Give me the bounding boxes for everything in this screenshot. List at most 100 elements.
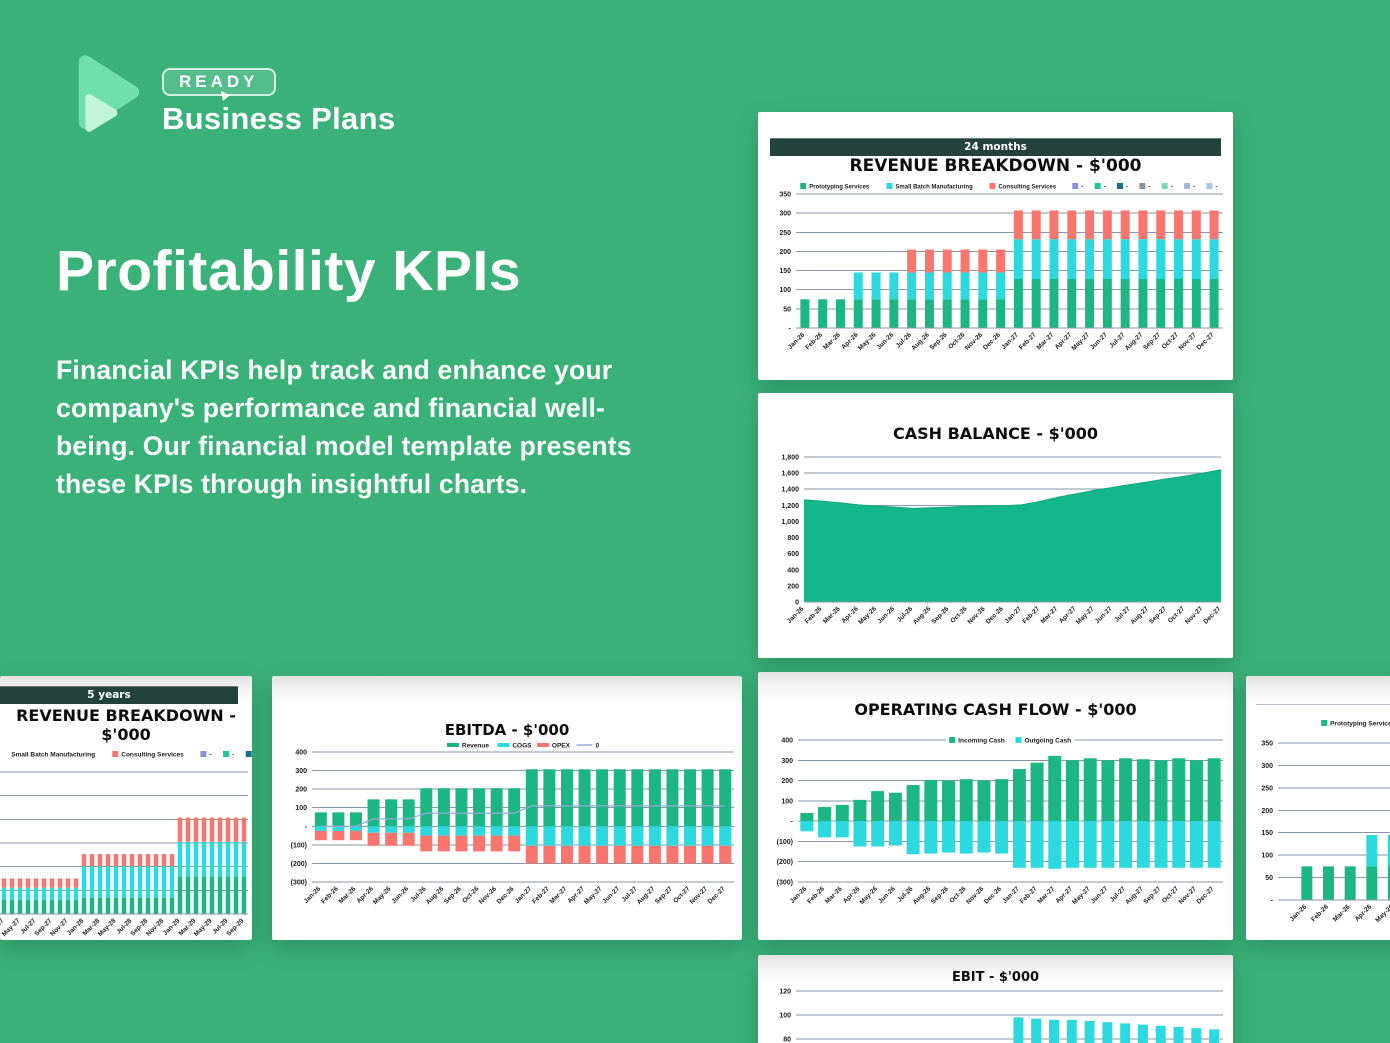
bar-segment	[800, 813, 814, 822]
bar-segment	[613, 845, 626, 864]
x-tick-label: Sep-26	[930, 605, 950, 625]
bar-segment	[1067, 239, 1077, 279]
bar-segment	[1102, 1022, 1113, 1043]
cash-balance-chart: 1,8001,6001,4001,2001,0008006004002000Ja…	[781, 455, 1222, 627]
y-tick-label: 150	[1261, 830, 1273, 837]
bar-segment	[942, 780, 956, 822]
bar-segment	[1207, 758, 1221, 822]
bar-segment	[420, 826, 433, 836]
bar-segment	[169, 866, 175, 898]
y-tick-label: 200	[295, 787, 307, 794]
cash-balance-area	[804, 469, 1221, 602]
bar-segment	[1344, 866, 1356, 900]
y-tick-label: 200	[779, 249, 791, 256]
x-tick-label: Sep-27	[1142, 331, 1162, 351]
legend-bar-marker	[536, 743, 549, 747]
ebitda-chart: 400 300 200 100 - (100) (200) (300)Jan-26Feb-26…	[291, 740, 734, 906]
x-tick-label: May-27	[1, 917, 22, 938]
y-tick-label: 200	[781, 778, 793, 785]
bar-segment	[701, 845, 714, 864]
bar-segment	[578, 845, 591, 864]
x-tick-label: Nov-26	[964, 331, 985, 352]
x-tick-label: May-27	[583, 885, 604, 906]
bar-segment	[1101, 760, 1115, 822]
x-tick-label: Jun-26	[877, 885, 897, 905]
x-tick-label: Dec-27	[1202, 605, 1222, 625]
legend-label: OPEX	[552, 743, 571, 750]
y-tick-label: 300	[781, 758, 793, 765]
legend-label: -	[1171, 185, 1173, 191]
bar-segment	[437, 826, 450, 836]
bar-segment	[367, 832, 380, 846]
legend-square-marker	[1321, 720, 1328, 726]
chart-title-ebit: EBIT - $'000	[951, 970, 1040, 985]
x-tick-label: May-27	[1075, 605, 1096, 626]
x-tick-label: Sep-26	[930, 885, 950, 905]
x-tick-label: Jan-26	[303, 885, 323, 905]
bar-segment	[648, 845, 661, 864]
bar-segment	[560, 826, 573, 846]
x-tick-label: Aug-26	[912, 885, 933, 906]
bar-segment	[835, 299, 845, 328]
x-tick-label: May-28	[97, 917, 118, 938]
x-tick-label: Jun-27	[601, 885, 621, 905]
x-tick-label: Jun-26	[390, 885, 410, 905]
legend-label: -	[232, 752, 234, 759]
bar-segment	[1049, 278, 1059, 328]
bar-segment	[490, 835, 503, 852]
y-tick-label: 100	[779, 287, 791, 294]
bar-segment	[65, 878, 71, 888]
bar-segment	[942, 299, 952, 328]
legend-square-marker	[112, 751, 119, 757]
bar-segment	[25, 887, 31, 900]
bar-segment	[137, 866, 143, 898]
bar-segment	[185, 841, 191, 877]
bar-segment	[1172, 758, 1186, 822]
x-tick-label: Mar-27	[1036, 885, 1056, 905]
bar-segment	[217, 817, 223, 842]
series	[1, 817, 247, 914]
bar-segment	[1013, 1017, 1024, 1043]
bar-segment	[209, 876, 215, 914]
y-tick-label: 300	[1261, 763, 1273, 770]
bar-segment	[818, 299, 828, 328]
x-tick-label: Dec-26	[983, 885, 1003, 905]
bar-segment	[959, 821, 973, 854]
bar-segment	[1101, 821, 1115, 868]
bar-segment	[1154, 760, 1168, 822]
bar-segment	[924, 821, 938, 854]
x-tick-label: Jun-26	[876, 605, 896, 625]
bar-segment	[1120, 210, 1130, 240]
bar-segment	[193, 876, 199, 914]
bar-segment	[1209, 210, 1219, 240]
x-tick-label: Feb-27	[531, 885, 551, 905]
bar-segment	[402, 832, 415, 846]
bar-segment	[1137, 1024, 1148, 1043]
x-tick-label: Sep-27	[1148, 605, 1168, 625]
bar-segment	[525, 845, 538, 864]
bar-segment	[1156, 278, 1166, 328]
bar-segment	[853, 299, 863, 328]
bar-segment	[97, 897, 103, 914]
legend: Prototyping Services	[1318, 717, 1390, 728]
legend-square-marker	[989, 183, 996, 189]
legend-square-marker	[223, 751, 230, 757]
x-tick-label: Nov-26	[965, 885, 986, 906]
x-tick-label: Sep-29	[225, 917, 245, 937]
bar-segment	[924, 779, 938, 822]
bar-segment	[113, 866, 119, 898]
bar-segment	[33, 878, 39, 888]
brand-logo: READY Business Plans	[74, 50, 395, 138]
bar-segment	[473, 788, 486, 827]
series	[1013, 1017, 1220, 1043]
bar-segment	[889, 272, 899, 300]
x-tick-label: Sep-27	[654, 885, 674, 905]
bar-segment	[1012, 821, 1026, 868]
bar-segment	[1065, 821, 1079, 868]
y-tick-label: 0	[795, 600, 799, 607]
legend-label: Small Batch Manufacturing	[11, 752, 95, 759]
bar-segment	[9, 878, 15, 888]
bar-segment	[314, 812, 327, 827]
legend: Small Batch Manufacturing Consulting Serv…	[5, 748, 252, 759]
